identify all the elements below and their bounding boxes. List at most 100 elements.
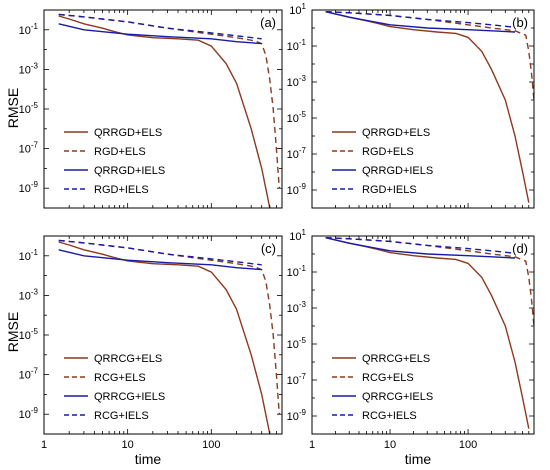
y-tick-label: 10-5	[19, 327, 39, 342]
y-tick-label: 10-9	[287, 408, 307, 423]
y-tick-base: 10	[287, 411, 299, 423]
y-tick-exponent: -9	[31, 406, 39, 415]
x-tick-label: 1	[309, 439, 315, 451]
y-tick-label: 10-1	[287, 38, 307, 53]
y-tick-base: 10	[287, 267, 299, 279]
y-tick-exponent: -5	[299, 110, 307, 119]
series-line-3	[325, 237, 516, 259]
x-tick-label: 10	[384, 439, 396, 451]
series-line-4	[325, 237, 516, 254]
y-tick-label: 10-5	[287, 110, 307, 125]
y-tick-base: 10	[287, 375, 299, 387]
y-tick-label: 10-1	[19, 248, 39, 263]
legend-label: QRRCG+ELS	[362, 353, 430, 365]
legend-label: QRRCG+IELS	[362, 391, 433, 403]
y-tick-exponent: -3	[299, 300, 307, 309]
chart-panel-2: 10110-110-310-510-710-9(b)QRRGD+ELSRGD+E…	[287, 2, 535, 209]
y-tick-base: 10	[287, 113, 299, 125]
y-tick-base: 10	[19, 64, 31, 76]
y-tick-base: 10	[287, 41, 299, 53]
y-tick-label: 101	[289, 2, 306, 17]
y-tick-label: 10-5	[287, 336, 307, 351]
y-tick-base: 10	[19, 25, 31, 37]
y-axis-title-bottom: RMSE	[5, 312, 21, 352]
y-tick-base: 10	[19, 104, 31, 116]
legend-label: RCG+ELS	[362, 372, 414, 384]
series-line-4	[58, 13, 262, 40]
y-tick-exponent: 1	[302, 2, 307, 11]
y-tick-exponent: -9	[31, 180, 39, 189]
series-line-1	[58, 15, 271, 208]
panel-label: (d)	[512, 241, 528, 256]
y-tick-exponent: -7	[31, 367, 39, 376]
y-tick-exponent: -7	[299, 146, 307, 155]
y-tick-exponent: -7	[31, 141, 39, 150]
y-tick-exponent: -9	[299, 182, 307, 191]
y-tick-base: 10	[287, 339, 299, 351]
x-axis-title-right: time	[405, 451, 432, 467]
x-axis-title-left: time	[135, 451, 162, 467]
panel-label: (a)	[260, 15, 276, 30]
y-tick-label: 10-1	[19, 22, 39, 37]
y-tick-label: 10-3	[287, 300, 307, 315]
y-tick-exponent: -7	[299, 372, 307, 381]
legend-label: RGD+IELS	[94, 184, 149, 196]
legend-label: QRRGD+IELS	[362, 165, 433, 177]
y-tick-label: 10-5	[19, 101, 39, 116]
y-tick-label: 10-3	[19, 287, 39, 302]
legend-label: RCG+ELS	[94, 372, 146, 384]
y-tick-base: 10	[287, 185, 299, 197]
y-tick-base: 10	[19, 144, 31, 156]
legend-label: RCG+IELS	[362, 410, 417, 422]
y-tick-exponent: -3	[31, 287, 39, 296]
plot-frame	[43, 9, 283, 209]
series-line-2	[325, 237, 534, 327]
y-tick-exponent: -1	[31, 248, 39, 257]
x-tick-label: 100	[459, 439, 477, 451]
panel-label: (c)	[261, 241, 276, 256]
y-axis-title-top: RMSE	[5, 88, 21, 128]
y-tick-base: 10	[287, 303, 299, 315]
y-tick-base: 10	[19, 290, 31, 302]
series-line-4	[58, 239, 262, 266]
legend-label: QRRGD+ELS	[94, 127, 162, 139]
series-line-2	[58, 13, 280, 189]
series-line-2	[58, 239, 280, 415]
y-tick-label: 10-9	[287, 182, 307, 197]
y-tick-base: 10	[289, 231, 301, 243]
legend-label: QRRGD+IELS	[94, 165, 165, 177]
y-tick-base: 10	[19, 370, 31, 382]
y-tick-exponent: -1	[31, 22, 39, 31]
plot-frame	[311, 235, 535, 435]
y-tick-label: 10-1	[287, 264, 307, 279]
y-tick-exponent: -1	[299, 264, 307, 273]
y-tick-base: 10	[287, 149, 299, 161]
y-tick-base: 10	[19, 330, 31, 342]
y-tick-exponent: -5	[31, 327, 39, 336]
y-tick-base: 10	[19, 251, 31, 263]
y-tick-exponent: -1	[299, 38, 307, 47]
y-tick-exponent: -5	[299, 336, 307, 345]
x-tick-label: 100	[202, 439, 220, 451]
legend-label: RGD+ELS	[94, 146, 146, 158]
series-line-3	[58, 249, 262, 271]
y-tick-exponent: -9	[299, 408, 307, 417]
legend-label: RGD+IELS	[362, 184, 417, 196]
y-tick-base: 10	[19, 183, 31, 195]
y-tick-exponent: 1	[302, 228, 307, 237]
plot-frame	[311, 9, 535, 209]
series-line-3	[325, 11, 516, 33]
series-group	[58, 13, 280, 208]
y-tick-label: 10-9	[19, 180, 39, 195]
y-tick-label: 10-7	[287, 146, 307, 161]
series-line-2	[325, 11, 534, 101]
y-tick-base: 10	[287, 77, 299, 89]
panels: 10-110-310-510-710-9(a)QRRGD+ELSRGD+ELSQ…	[19, 2, 535, 451]
y-tick-label: 10-3	[287, 74, 307, 89]
y-tick-label: 10-7	[19, 367, 39, 382]
x-tick-label: 10	[122, 439, 134, 451]
legend-label: QRRGD+ELS	[362, 127, 430, 139]
y-tick-label: 10-7	[19, 141, 39, 156]
